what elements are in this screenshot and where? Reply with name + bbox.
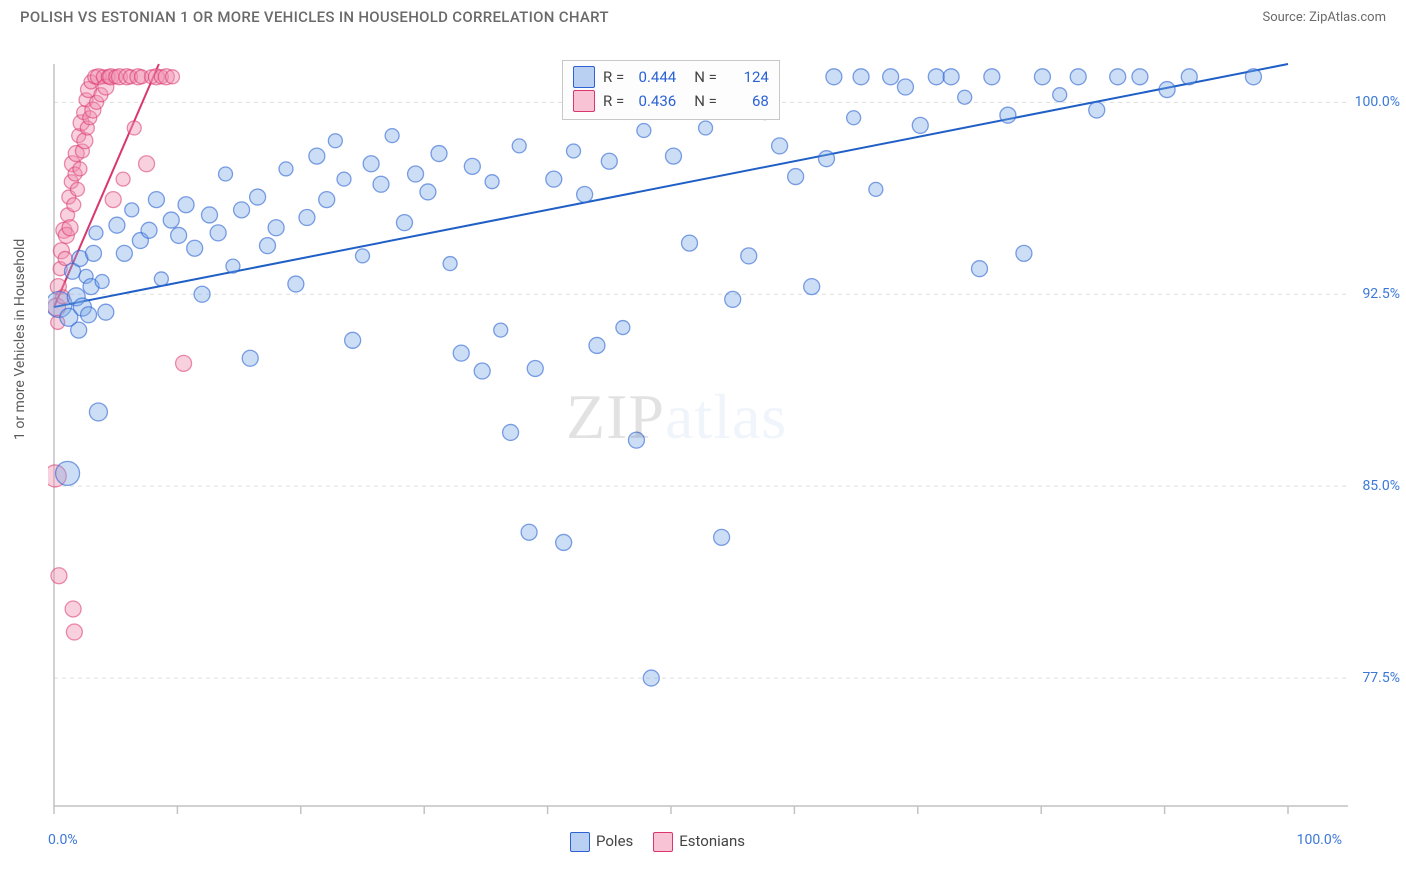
- stats-box: R = 0.444 N = 124 R = 0.436 N = 68: [562, 60, 780, 120]
- stats-row: R = 0.436 N = 68: [573, 89, 769, 113]
- stat-r-label: R =: [603, 65, 624, 89]
- stats-row: R = 0.444 N = 124: [573, 65, 769, 89]
- chart-header: POLISH VS ESTONIAN 1 OR MORE VEHICLES IN…: [0, 0, 1406, 30]
- stat-n-value: 68: [725, 89, 769, 113]
- x-tick-max: 100.0%: [1297, 832, 1342, 848]
- stat-r-value: 0.436: [632, 89, 676, 113]
- chart-title: POLISH VS ESTONIAN 1 OR MORE VEHICLES IN…: [20, 8, 609, 26]
- stat-n-value: 124: [725, 65, 769, 89]
- stats-swatch: [573, 90, 595, 112]
- stat-r-value: 0.444: [632, 65, 676, 89]
- legend-item-estonians: Estonians: [653, 832, 745, 852]
- stat-r-label: R =: [603, 89, 624, 113]
- stat-n-label: N =: [694, 65, 717, 89]
- estonians-label: Estonians: [679, 832, 745, 850]
- plot-area: [48, 54, 1388, 824]
- source-prefix: Source:: [1262, 10, 1309, 25]
- stats-swatch: [573, 66, 595, 88]
- chart-source: Source: ZipAtlas.com: [1262, 10, 1386, 25]
- poles-swatch: [570, 832, 590, 852]
- legend: Poles Estonians: [570, 832, 745, 852]
- scatter-plot-svg: [48, 54, 1388, 824]
- legend-item-poles: Poles: [570, 832, 633, 852]
- estonians-swatch: [653, 832, 673, 852]
- source-name: ZipAtlas.com: [1309, 10, 1386, 25]
- stat-n-label: N =: [694, 89, 717, 113]
- y-axis-label: 1 or more Vehicles in Household: [12, 239, 28, 440]
- x-tick-min: 0.0%: [48, 832, 78, 848]
- poles-label: Poles: [596, 832, 633, 850]
